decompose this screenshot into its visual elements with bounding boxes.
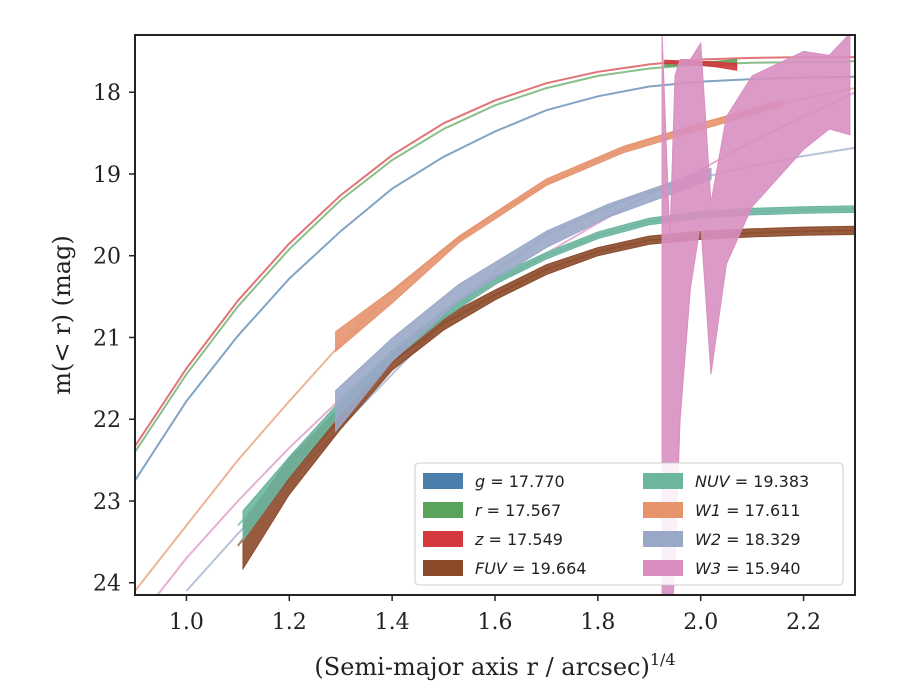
legend-label-nuv: NUV = 19.383	[695, 472, 809, 491]
legend-swatch-w2	[643, 531, 683, 547]
x-tick-label: 1.2	[272, 610, 307, 635]
x-tick-label: 1.4	[375, 610, 410, 635]
x-tick-label: 2.0	[683, 610, 718, 635]
plot-area	[135, 35, 855, 595]
y-axis: 18 19 20 21 22 23 24	[93, 81, 135, 597]
x-tick-label: 1.8	[580, 610, 615, 635]
legend-label-r: r = 17.567	[475, 501, 561, 520]
y-tick-label: 24	[93, 572, 121, 597]
legend-label-z: z = 17.549	[474, 530, 563, 549]
x-tick-label: 2.2	[786, 610, 821, 635]
y-tick-label: 22	[93, 408, 121, 433]
data-band-w2	[335, 167, 712, 433]
legend: g = 17.770 r = 17.567 z = 17.549 FUV = 19.6…	[414, 462, 844, 586]
legend-label-fuv: FUV = 19.664	[475, 559, 586, 578]
legend-label-g: g = 17.770	[475, 472, 565, 491]
x-axis-label-exponent: 1/4	[650, 650, 676, 669]
model-curve-z	[135, 56, 855, 447]
x-axis-label-text: (Semi-major axis r / arcsec)	[314, 653, 649, 681]
model-curve-g	[135, 75, 855, 482]
legend-swatch-nuv	[643, 473, 683, 489]
data-band-fuv	[242, 225, 855, 571]
y-tick-label: 19	[93, 163, 121, 188]
legend-swatch-z	[423, 531, 463, 547]
legend-box	[414, 462, 844, 586]
legend-swatch-w1	[643, 502, 683, 518]
y-tick-label: 18	[93, 81, 121, 106]
y-tick-label: 21	[93, 326, 121, 351]
x-axis: 1.0 1.2 1.4 1.6 1.8 2.0 2.2	[169, 595, 821, 635]
legend-label-w1: W1 = 17.611	[695, 501, 801, 520]
x-tick-label: 1.6	[478, 610, 513, 635]
y-tick-label: 23	[93, 490, 121, 515]
y-axis-label: m(< r) (mag)	[48, 235, 76, 394]
data-band-w3	[661, 35, 851, 595]
legend-label-w3: W3 = 15.940	[695, 559, 801, 578]
x-tick-label: 1.0	[169, 610, 204, 635]
x-axis-label: (Semi-major axis r / arcsec)1/4	[314, 650, 675, 681]
legend-swatch-fuv	[423, 560, 463, 576]
y-tick-label: 20	[93, 245, 121, 270]
legend-swatch-w3	[643, 560, 683, 576]
legend-label-w2: W2 = 18.329	[695, 530, 801, 549]
legend-swatch-g	[423, 473, 463, 489]
legend-swatch-r	[423, 502, 463, 518]
